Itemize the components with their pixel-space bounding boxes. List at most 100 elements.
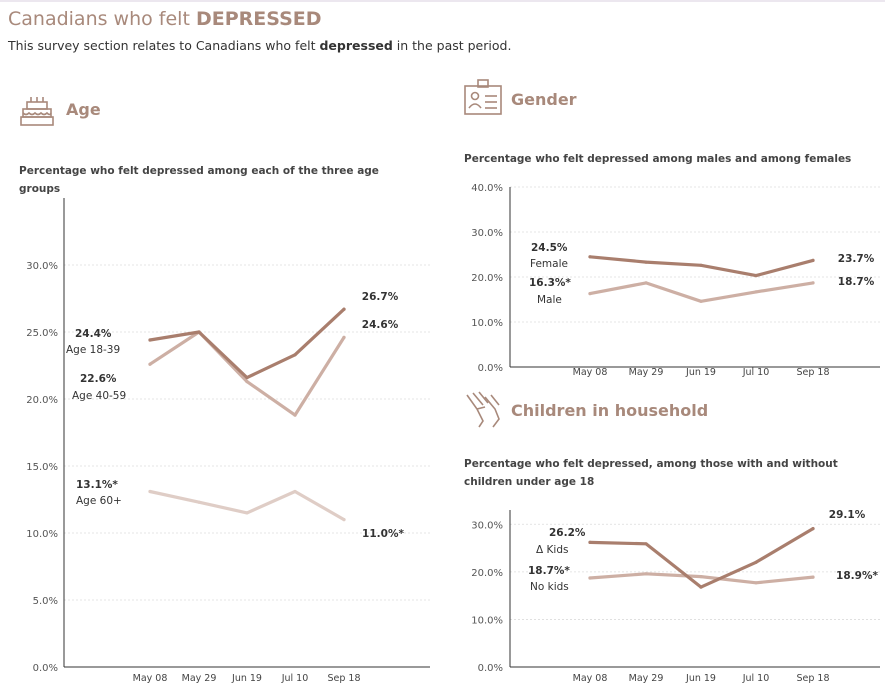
- data-point: [342, 518, 346, 522]
- series-name-label: Δ Kids: [536, 544, 568, 556]
- data-point: [699, 575, 703, 579]
- x-tick-label: May 29: [182, 673, 217, 684]
- data-point: [644, 260, 648, 264]
- data-point: [811, 281, 815, 285]
- data-point: [644, 281, 648, 285]
- data-point: [245, 380, 249, 384]
- end-value-label: 18.9%*: [836, 570, 878, 582]
- page-subtitle: This survey section relates to Canadians…: [8, 38, 512, 53]
- data-point: [588, 576, 592, 580]
- data-point: [588, 255, 592, 259]
- data-point: [754, 560, 758, 564]
- y-tick-label: 0.0%: [478, 363, 503, 374]
- series-line-age-2: [148, 489, 346, 522]
- start-value-label: 13.1%*: [76, 479, 118, 491]
- section-heading-gender: Gender: [511, 90, 577, 109]
- end-value-label: 11.0%*: [362, 528, 404, 540]
- x-tick-label: May 08: [573, 367, 608, 378]
- x-tick-label: Jun 19: [231, 673, 262, 684]
- data-point: [588, 540, 592, 545]
- data-point: [197, 500, 201, 504]
- chart-description-children: Percentage who felt depressed, among tho…: [464, 458, 838, 488]
- y-tick-label: 20.0%: [471, 568, 503, 579]
- chart-age: 0.0% 5.0% 10.0% 15.0% 20.0% 25.0% 30.0% May 08 M…: [26, 198, 430, 684]
- data-point: [245, 511, 249, 515]
- y-tick-label: 10.0%: [26, 529, 58, 540]
- x-tick-label: Sep 18: [327, 673, 360, 684]
- page-title: Canadians who felt DEPRESSED: [8, 8, 322, 30]
- data-point: [699, 263, 703, 267]
- series-name-label: Age 60+: [76, 495, 122, 507]
- data-point: [342, 307, 346, 311]
- data-point: [644, 542, 648, 546]
- y-tick-label: 30.0%: [26, 261, 58, 272]
- id-badge-icon: [464, 79, 502, 115]
- title-emphasis: DEPRESSED: [195, 8, 322, 30]
- series-name-label: No kids: [530, 581, 569, 593]
- end-value-label: 29.1%: [829, 509, 866, 521]
- data-point: [811, 258, 815, 262]
- data-point: [699, 299, 703, 303]
- data-point: [644, 572, 648, 576]
- y-tick-label: 0.0%: [33, 663, 58, 674]
- data-point: [811, 527, 815, 531]
- chart-children: 0.0% 10.0% 20.0% 30.0% May 08 May 29 Jun 19 Jul…: [471, 509, 880, 684]
- subtitle-emphasis: depressed: [319, 38, 393, 53]
- data-point: [811, 575, 815, 579]
- data-point: [588, 292, 592, 296]
- y-tick-label: 20.0%: [471, 273, 503, 284]
- series-line-gender-1: [588, 281, 815, 303]
- end-value-label: 26.7%: [362, 291, 399, 303]
- data-point: [754, 581, 758, 585]
- series-name-label: Male: [537, 294, 562, 306]
- data-point: [293, 413, 297, 417]
- end-value-label: 24.6%: [362, 319, 399, 331]
- x-tick-label: Jul 10: [281, 673, 309, 684]
- top-divider: [0, 0, 885, 2]
- y-tick-label: 0.0%: [478, 663, 503, 674]
- data-point: [754, 274, 758, 278]
- start-value-label: 16.3%*: [529, 277, 571, 289]
- series-line-children-0: [588, 526, 815, 589]
- x-tick-label: May 29: [629, 673, 664, 684]
- data-point: [342, 335, 346, 339]
- x-tick-label: May 08: [133, 673, 168, 684]
- start-value-label: 24.4%: [75, 328, 112, 340]
- x-tick-label: Jun 19: [685, 673, 716, 684]
- series-line-age-1: [148, 330, 346, 417]
- data-point: [197, 330, 201, 334]
- chart-gender: 0.0% 10.0% 20.0% 30.0% 40.0% May 08 May 29 Jun …: [471, 183, 880, 378]
- data-point: [245, 376, 249, 380]
- start-value-label: 18.7%*: [528, 565, 570, 577]
- x-tick-label: Jun 19: [685, 367, 716, 378]
- end-value-label: 18.7%: [838, 276, 875, 288]
- data-point: [148, 338, 152, 342]
- start-value-label: 26.2%: [549, 527, 586, 539]
- section-heading-age: Age: [66, 100, 101, 119]
- y-tick-label: 30.0%: [471, 520, 503, 531]
- chart-description-age: Percentage who felt depressed among each…: [19, 165, 379, 195]
- y-tick-label: 5.0%: [33, 596, 58, 607]
- x-tick-label: May 08: [573, 673, 608, 684]
- x-tick-label: May 29: [629, 367, 664, 378]
- x-tick-label: Sep 18: [796, 367, 829, 378]
- y-tick-label: 30.0%: [471, 228, 503, 239]
- y-tick-label: 15.0%: [26, 462, 58, 473]
- series-name-label: Female: [530, 258, 568, 270]
- start-value-label: 24.5%: [531, 242, 568, 254]
- data-point: [293, 353, 297, 357]
- x-tick-label: Sep 18: [796, 673, 829, 684]
- data-point: [293, 489, 297, 494]
- series-name-label: Age 18-39: [66, 344, 120, 356]
- birthday-cake-icon: [20, 97, 54, 126]
- y-tick-label: 20.0%: [26, 395, 58, 406]
- y-tick-label: 40.0%: [471, 183, 503, 194]
- y-tick-label: 10.0%: [471, 615, 503, 626]
- y-tick-label: 10.0%: [471, 318, 503, 329]
- end-value-label: 23.7%: [838, 253, 875, 265]
- y-tick-label: 25.0%: [26, 328, 58, 339]
- data-point: [699, 585, 703, 589]
- data-point: [148, 489, 152, 494]
- start-value-label: 22.6%: [80, 373, 117, 385]
